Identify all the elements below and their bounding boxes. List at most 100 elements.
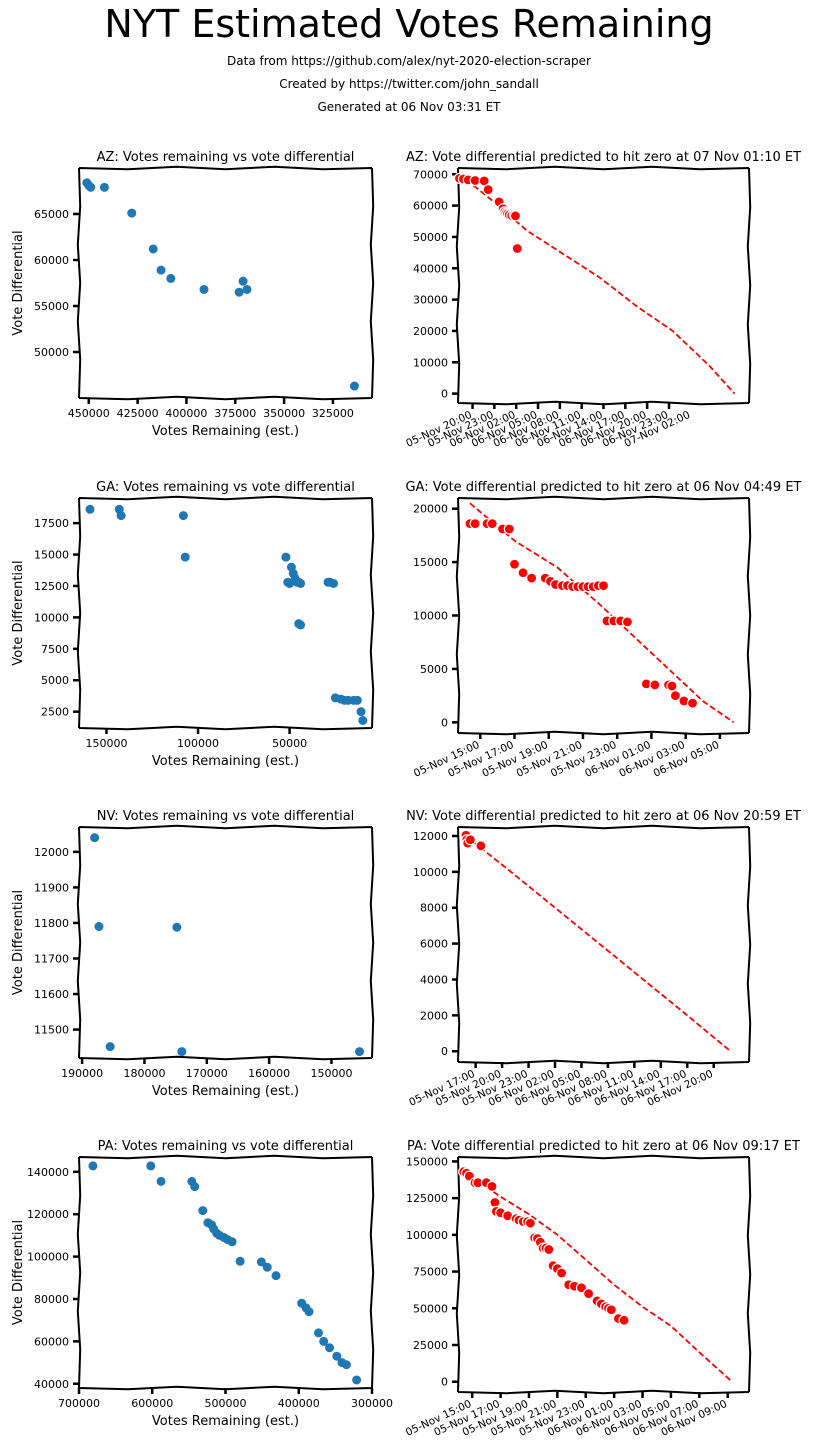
plot-frame — [76, 495, 375, 731]
y-tick-label: 15000 — [34, 549, 69, 562]
scatter-point — [296, 620, 306, 630]
y-tick-label: 11500 — [34, 1024, 69, 1037]
y-tick-label: 50000 — [413, 1302, 448, 1315]
y-tick-label: 70000 — [413, 168, 448, 181]
page-title: NYT Estimated Votes Remaining — [104, 2, 714, 46]
observed-point — [524, 1217, 536, 1229]
scatter-point — [234, 287, 244, 297]
y-tick-label: 7500 — [41, 643, 69, 656]
scatter-point — [227, 1237, 237, 1247]
y-axis-label: Vote Differential — [11, 560, 26, 665]
y-tick-label: 120000 — [27, 1208, 69, 1221]
y-tick-label: 5000 — [420, 663, 448, 676]
y-tick-label: 50000 — [413, 231, 448, 244]
scatter-point — [116, 511, 126, 521]
chart-ga-line: GA: Vote differential predicted to hit z… — [405, 480, 801, 780]
x-tick-label: 450000 — [68, 407, 110, 420]
scatter-point — [329, 578, 339, 588]
observed-point — [486, 1180, 498, 1192]
observed-point — [503, 523, 515, 535]
x-tick-label: 700000 — [58, 1397, 100, 1410]
observed-point — [597, 579, 610, 592]
observed-point — [666, 680, 678, 692]
y-tick-label: 50000 — [34, 346, 69, 359]
y-tick-label: 40000 — [413, 262, 448, 275]
y-tick-label: 11900 — [34, 881, 69, 894]
scatter-point — [127, 208, 137, 218]
scatter-point — [319, 1336, 329, 1346]
scatter-point — [156, 265, 166, 275]
y-tick-label: 80000 — [34, 1293, 69, 1306]
y-tick-label: 60000 — [413, 200, 448, 213]
scatter-point — [314, 1328, 324, 1338]
y-tick-label: 6000 — [420, 938, 448, 951]
plot-frame — [455, 1154, 752, 1395]
scatter-point — [105, 1042, 115, 1052]
scatter-point — [304, 1307, 314, 1317]
scatter-point — [271, 1271, 281, 1281]
scatter-point — [86, 182, 96, 192]
x-tick-label: 170000 — [186, 1067, 228, 1080]
scatter-point — [256, 1257, 266, 1267]
observed-point — [621, 616, 634, 628]
chart-ga-scatter: GA: Votes remaining vs vote differential… — [11, 480, 375, 769]
y-tick-label: 20000 — [413, 325, 448, 338]
x-tick-label: 600000 — [131, 1397, 173, 1410]
scatter-point — [358, 715, 368, 725]
plot-frame — [76, 1154, 375, 1391]
observed-point — [517, 567, 529, 579]
scatter-point — [355, 1047, 365, 1057]
x-tick-label: 50000 — [272, 737, 307, 750]
observed-point — [464, 834, 476, 846]
scatter-point — [99, 182, 109, 192]
y-tick-label: 75000 — [413, 1266, 448, 1279]
scatter-point — [146, 1161, 156, 1171]
observed-point — [511, 242, 523, 255]
y-tick-label: 12500 — [34, 580, 69, 593]
y-tick-label: 65000 — [34, 208, 69, 221]
plot-frame — [455, 824, 752, 1065]
observed-point — [509, 210, 522, 222]
chart-title: AZ: Votes remaining vs vote differential — [97, 150, 355, 165]
y-tick-label: 12000 — [413, 830, 448, 843]
y-tick-label: 150000 — [406, 1155, 448, 1168]
x-axis-label: Votes Remaining (est.) — [152, 1414, 299, 1429]
y-axis-label: Vote Differential — [11, 1220, 26, 1325]
chart-title: NV: Votes remaining vs vote differential — [97, 809, 355, 824]
y-tick-label: 15000 — [413, 556, 448, 569]
scatter-point — [238, 276, 248, 286]
y-axis-label: Vote Differential — [11, 890, 26, 995]
x-axis-label: Votes Remaining (est.) — [152, 754, 299, 769]
chart-title: PA: Votes remaining vs vote differential — [98, 1139, 354, 1154]
plot-frame — [455, 495, 752, 736]
observed-point — [508, 558, 521, 570]
scatter-point — [235, 1256, 245, 1266]
y-tick-label: 100000 — [406, 1229, 448, 1242]
x-tick-label: 190000 — [61, 1067, 103, 1080]
x-tick-label: 425000 — [117, 407, 159, 420]
y-tick-label: 55000 — [34, 300, 69, 313]
x-tick-label: 350000 — [263, 407, 305, 420]
scatter-point — [156, 1176, 166, 1186]
observed-point — [686, 697, 699, 709]
scatter-point — [262, 1262, 272, 1272]
chart-nv-scatter: NV: Votes remaining vs vote differential… — [11, 809, 375, 1099]
chart-nv-line: NV: Vote differential predicted to hit z… — [406, 809, 801, 1109]
observed-point — [605, 1304, 617, 1316]
scatter-point — [352, 695, 362, 705]
observed-point — [486, 518, 498, 530]
x-tick-label: 400000 — [165, 407, 207, 420]
scatter-point — [352, 1375, 362, 1385]
scatter-point — [341, 1360, 351, 1370]
observed-point — [482, 184, 494, 196]
scatter-point — [190, 1182, 200, 1192]
x-tick-label: 300000 — [351, 1397, 393, 1410]
observed-point — [475, 840, 487, 852]
x-tick-label: 100000 — [177, 737, 219, 750]
y-tick-label: 100000 — [27, 1251, 69, 1264]
y-tick-label: 125000 — [406, 1192, 448, 1205]
y-tick-label: 17500 — [34, 517, 69, 530]
scatter-point — [85, 504, 95, 514]
y-tick-label: 0 — [441, 1376, 448, 1389]
